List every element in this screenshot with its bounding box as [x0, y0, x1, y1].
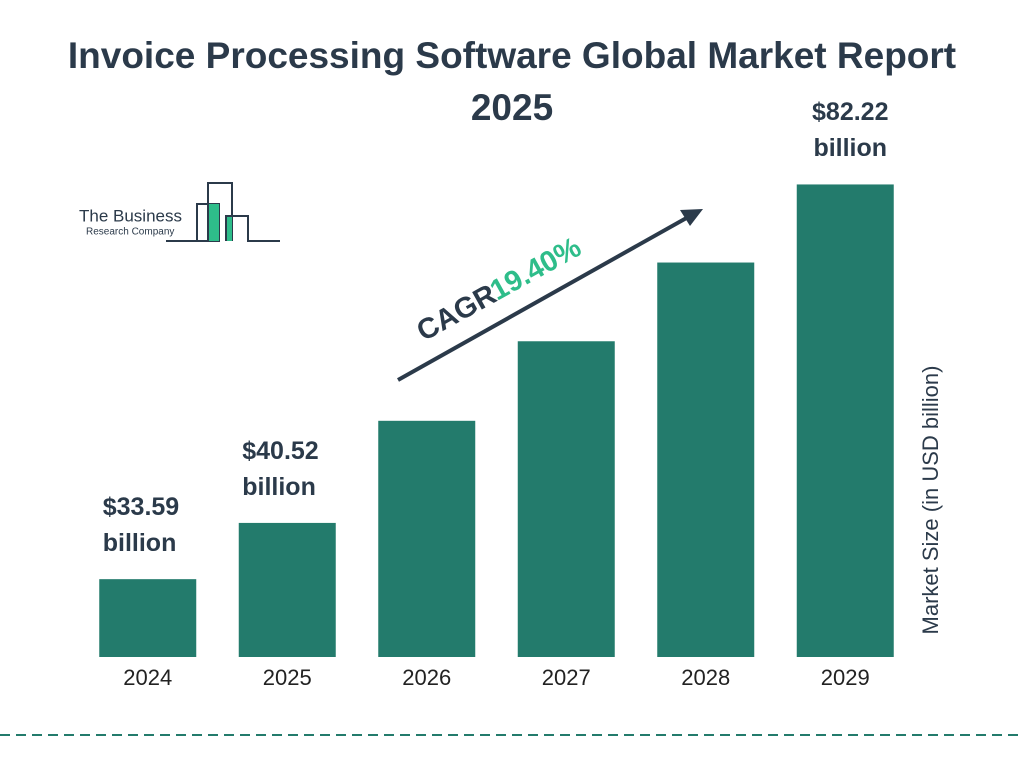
logo-shape: [208, 204, 219, 241]
bar: [99, 579, 197, 657]
y-axis-label: Market Size (in USD billion): [918, 366, 943, 635]
logo-text: The Business: [79, 206, 182, 225]
logo-shape: [225, 215, 280, 242]
cagr-arrow: [397, 214, 691, 382]
logo-text: Research Company: [86, 227, 174, 238]
logo: The Business Research Company: [79, 182, 280, 242]
x-tick-label: 2029: [821, 665, 870, 690]
bar: [517, 341, 615, 657]
cagr-value: 19.40%: [485, 231, 587, 307]
x-tick-label: 2027: [542, 665, 591, 690]
x-tick-label: 2025: [263, 665, 312, 690]
x-tick-label: 2024: [123, 665, 172, 690]
bar: [238, 522, 336, 657]
bar: [378, 420, 476, 657]
bar: [657, 262, 755, 657]
x-tick-label: 2026: [402, 665, 451, 690]
value-label: $33.59 billion: [102, 493, 180, 558]
cagr-label: CAGR: [412, 278, 502, 347]
logo-shape: [166, 182, 233, 242]
chart-title: Invoice Processing Software Global Marke…: [67, 35, 957, 128]
logo-shape: [226, 216, 232, 241]
value-label: $40.52 billion: [242, 436, 319, 501]
cagr-arrowhead: [680, 209, 703, 226]
value-label: $82.22 billion: [812, 98, 889, 163]
x-tick-label: 2028: [681, 665, 730, 690]
bar: [796, 184, 894, 657]
